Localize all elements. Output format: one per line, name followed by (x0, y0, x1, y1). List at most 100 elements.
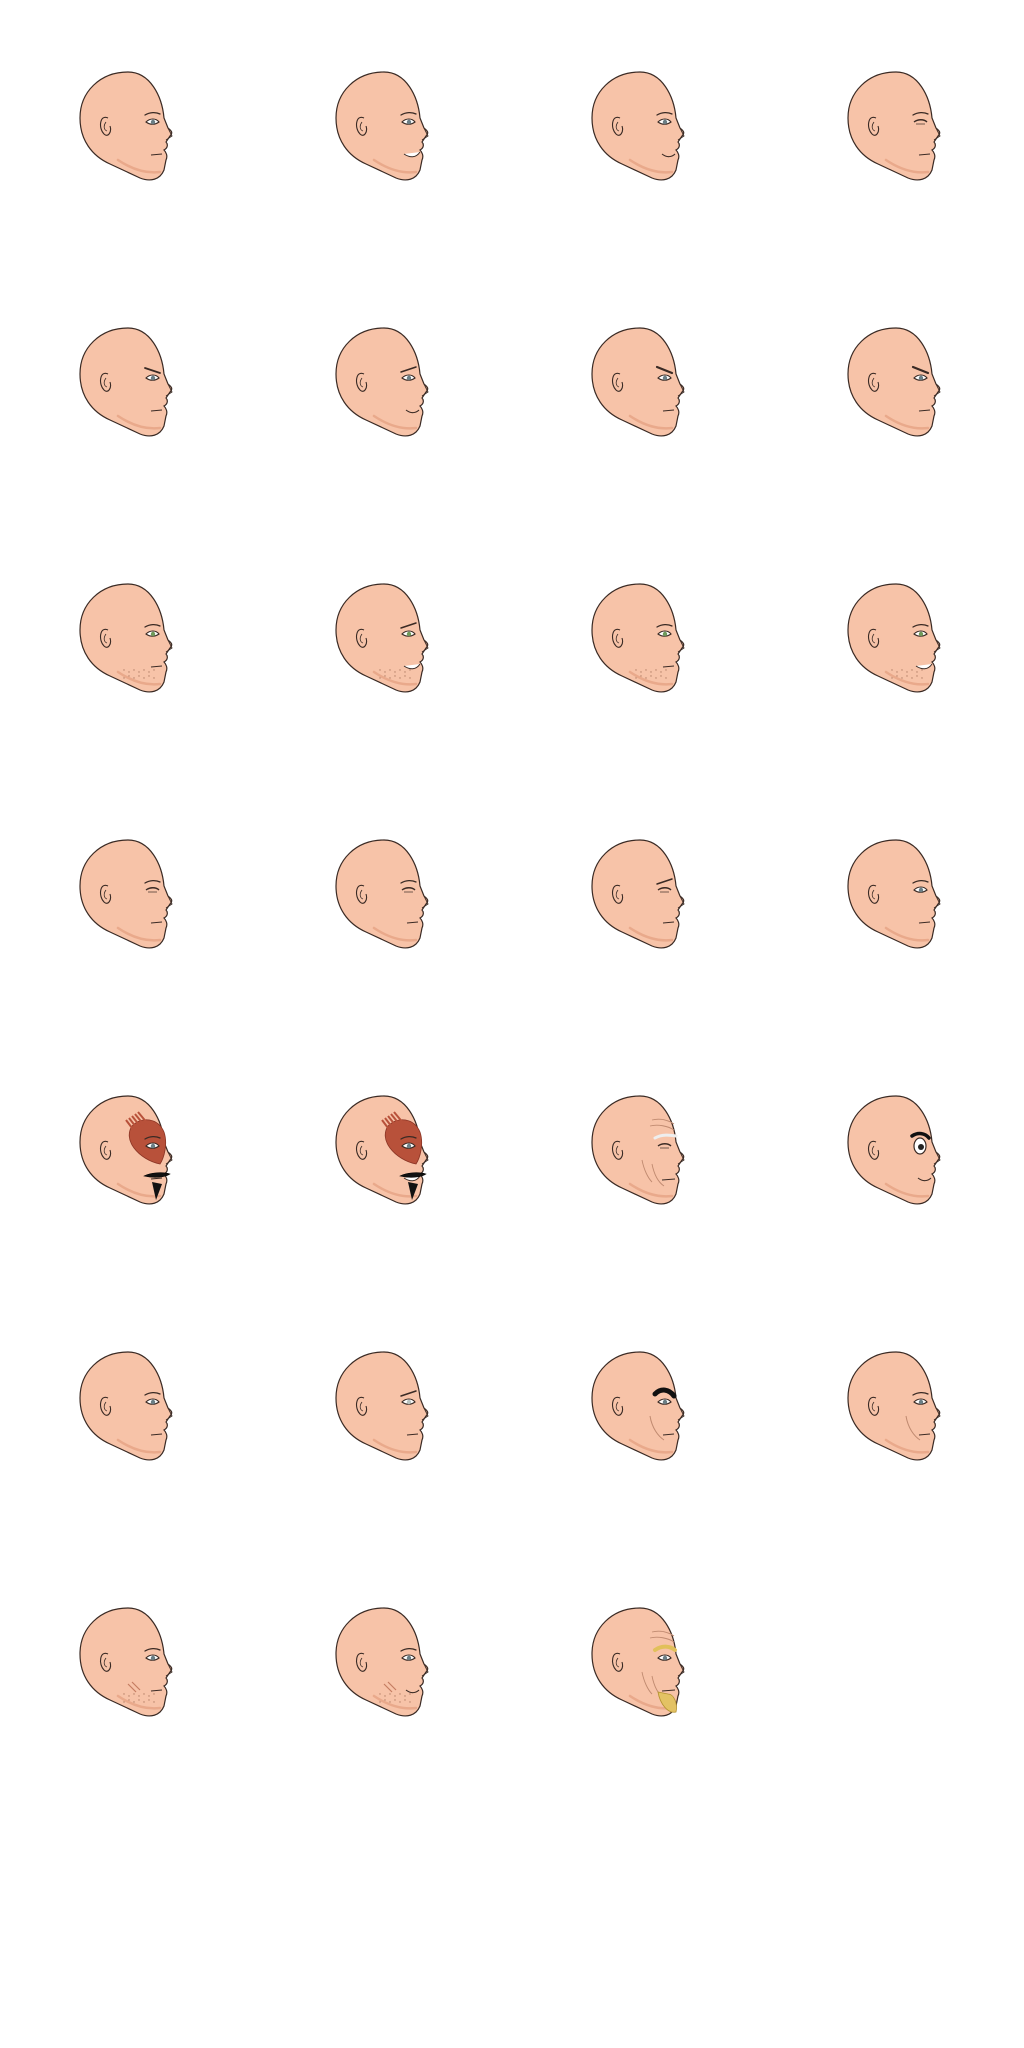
jaw-shading (884, 926, 930, 942)
head-sprite (335, 1351, 429, 1461)
eyebrow-icon (144, 1135, 161, 1140)
mouth-smile-icon (661, 153, 676, 158)
iris-icon (662, 1655, 668, 1661)
head-cell (512, 256, 768, 512)
ear-inner (103, 1401, 108, 1412)
jaw-shading (884, 414, 930, 430)
ear-inner (871, 889, 876, 900)
head-face-scarred (79, 1607, 173, 1717)
warpaint-streak (134, 1113, 145, 1126)
stubble-dot (384, 1695, 386, 1697)
stubble-dot (655, 677, 657, 679)
stubble-dot (148, 671, 150, 673)
stubble-dot (645, 677, 647, 679)
nose-icon (421, 1407, 429, 1421)
head-face-old (591, 1095, 685, 1205)
mouth-icon (661, 1178, 676, 1181)
ear-inner (871, 633, 876, 644)
ear-inner (615, 889, 620, 900)
head-sprite (591, 583, 685, 693)
head-face-stern (847, 327, 941, 437)
head-sprite (79, 71, 173, 181)
head-cell (0, 1024, 256, 1280)
iris-icon (150, 631, 156, 637)
stubble-dot (394, 675, 396, 677)
cheekbone-line (649, 1415, 665, 1441)
stubble-dot (399, 1693, 401, 1695)
head-face-neutral (79, 71, 173, 181)
mouth-icon (662, 409, 675, 412)
head-cell (512, 1024, 768, 1280)
iris-icon (406, 1399, 412, 1405)
iris-icon (406, 119, 412, 125)
stubble-dot (911, 677, 913, 679)
head-face-cartoon (847, 1095, 941, 1205)
head-sprite (591, 327, 685, 437)
jaw-shading (116, 1438, 162, 1454)
nose-icon (165, 1151, 173, 1165)
stubble-dot (655, 669, 657, 671)
head-face-stubble (79, 583, 173, 693)
ear-inner (615, 377, 620, 388)
stubble-dot (665, 677, 667, 679)
iris-icon (150, 1655, 156, 1661)
mouth-icon (150, 409, 163, 412)
ear-inner (615, 1657, 620, 1668)
stubble-dot (409, 1693, 411, 1695)
jaw-shading (628, 414, 674, 430)
head-cell (768, 1024, 1024, 1280)
head-face-narrow (79, 839, 173, 949)
stubble-dot (404, 1699, 406, 1701)
stubble-dot (660, 671, 662, 673)
head-sprite (847, 327, 941, 437)
stubble-dot (640, 671, 642, 673)
nose-icon (677, 1407, 685, 1421)
ear-icon (99, 372, 112, 392)
stubble-dot (123, 669, 125, 671)
stubble-dot (394, 671, 396, 673)
eyebrow-icon (400, 622, 417, 629)
stubble-dot (138, 675, 140, 677)
stubble-dot (138, 1695, 140, 1697)
stubble-dot (138, 671, 140, 673)
stubble-dot (921, 669, 923, 671)
head-cell (0, 512, 256, 768)
stubble-dot (123, 1693, 125, 1695)
stubble-dot (665, 669, 667, 671)
scar-mark (383, 1681, 397, 1693)
stubble-dot (148, 1695, 150, 1697)
iris-icon (150, 375, 156, 381)
stubble-dot (138, 1699, 140, 1701)
mouth-smile-icon (405, 1689, 420, 1694)
ear-icon (611, 1652, 624, 1672)
head-sprite (591, 1607, 685, 1717)
head-sprite (847, 839, 941, 949)
ear-icon (867, 1396, 880, 1416)
nose-icon (421, 1663, 429, 1677)
mouth-icon (661, 1689, 676, 1692)
mouth-icon (918, 921, 931, 924)
head-sprite (79, 1607, 173, 1717)
iris-icon (662, 1399, 668, 1405)
iris-icon (662, 119, 668, 125)
ear-inner (615, 1145, 620, 1156)
iris-icon (406, 1655, 412, 1661)
iris-icon (662, 375, 668, 381)
goatee-icon (657, 1691, 677, 1713)
jaw-shading (116, 926, 162, 942)
warpaint-streak (125, 1119, 133, 1129)
ear-icon (867, 1140, 880, 1160)
ear-icon (355, 1140, 368, 1160)
eyebrow-icon (144, 1647, 161, 1652)
stubble-dot (153, 669, 155, 671)
iris-icon (406, 375, 412, 381)
eyebrow-icon (400, 366, 417, 373)
ear-inner (871, 377, 876, 388)
head-sprite (79, 839, 173, 949)
ear-inner (871, 1401, 876, 1412)
ear-icon (867, 884, 880, 904)
stubble-dot (384, 1699, 386, 1701)
mustache-icon (143, 1172, 171, 1178)
stubble-dot (404, 1695, 406, 1697)
ear-inner (871, 121, 876, 132)
